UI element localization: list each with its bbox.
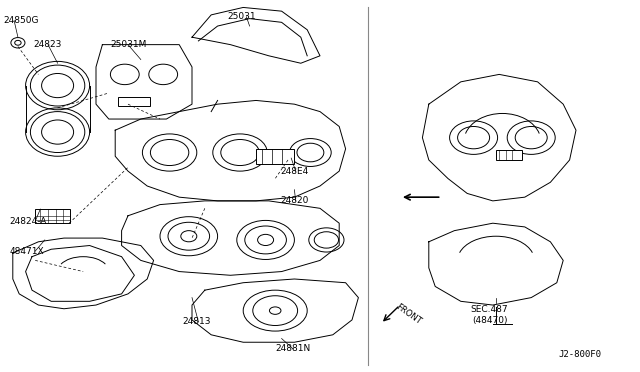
FancyBboxPatch shape — [118, 97, 150, 106]
FancyBboxPatch shape — [35, 209, 70, 223]
Text: 24813: 24813 — [182, 317, 211, 326]
Text: 25031: 25031 — [227, 12, 256, 21]
Text: 24820: 24820 — [280, 196, 308, 205]
Text: SEC.487
(48470): SEC.487 (48470) — [471, 305, 508, 325]
FancyBboxPatch shape — [496, 150, 522, 160]
Text: 24850G: 24850G — [3, 16, 38, 25]
Text: 24823: 24823 — [33, 40, 61, 49]
Text: FRONT: FRONT — [394, 302, 422, 326]
Text: 25031M: 25031M — [110, 40, 147, 49]
Text: 48471X: 48471X — [10, 247, 44, 256]
Text: 24824-A: 24824-A — [10, 217, 47, 226]
FancyBboxPatch shape — [256, 149, 294, 164]
Text: J2-800F0: J2-800F0 — [558, 350, 601, 359]
Text: 24881N: 24881N — [275, 344, 310, 353]
Text: 248E4: 248E4 — [280, 167, 308, 176]
